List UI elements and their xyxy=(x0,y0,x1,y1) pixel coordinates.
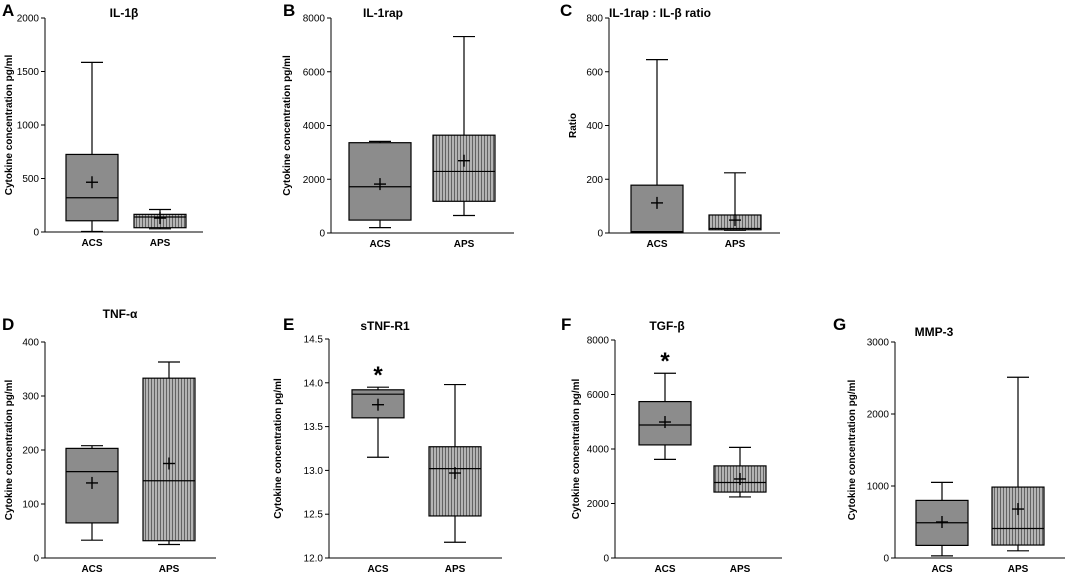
y-tick-label: 12.5 xyxy=(304,510,324,521)
x-category-label: ACS xyxy=(369,239,390,250)
box-acs xyxy=(915,481,969,557)
chart-title: sTNF-R1 xyxy=(360,319,410,333)
panel-letter: G xyxy=(833,315,846,334)
panel-letter: F xyxy=(561,315,571,334)
y-tick-label: 200 xyxy=(586,175,603,186)
y-axis-title: Cytokine concentration pg/ml xyxy=(571,378,582,519)
x-category-label: ACS xyxy=(654,564,675,575)
y-tick-label: 600 xyxy=(586,67,603,78)
x-category-label: APS xyxy=(730,564,751,575)
y-tick-label: 1000 xyxy=(17,121,40,132)
panel-letter: D xyxy=(2,315,14,334)
chart-title: TGF-β xyxy=(649,319,684,333)
chart-title: MMP-3 xyxy=(915,325,954,339)
panel-letter: B xyxy=(283,1,295,20)
y-tick-label: 0 xyxy=(597,229,603,240)
panel-letter: A xyxy=(2,1,14,20)
box-acs xyxy=(348,140,412,229)
x-category-label: APS xyxy=(725,239,746,250)
y-tick-label: 800 xyxy=(586,14,603,25)
y-axis-title: Cytokine concentration pg/ml xyxy=(847,379,858,520)
x-category-label: APS xyxy=(150,238,171,249)
chart-title: IL-1rap xyxy=(363,6,403,20)
y-tick-label: 8000 xyxy=(303,14,326,25)
significance-asterisk: * xyxy=(660,348,670,375)
y-tick-label: 3000 xyxy=(867,338,890,349)
box-aps xyxy=(991,376,1045,552)
y-tick-label: 4000 xyxy=(303,121,326,132)
y-tick-label: 8000 xyxy=(587,336,610,347)
y-tick-label: 0 xyxy=(883,554,889,565)
y-tick-label: 0 xyxy=(319,229,325,240)
box-acs xyxy=(630,59,684,234)
y-axis-title: Cytokine concentration pg/ml xyxy=(4,379,15,520)
chart-title: IL-1β xyxy=(110,6,139,20)
box-acs xyxy=(638,372,692,460)
panel-f: F TGF-β 0 2000 4000 6000 8000 Cytokine concentr… xyxy=(561,315,782,575)
box-aps xyxy=(708,172,762,231)
box-aps xyxy=(432,35,496,217)
box-aps xyxy=(428,383,482,543)
panel-b: B IL-1rap 0 2000 4000 6000 8000 Cytokine concen… xyxy=(282,1,514,250)
y-tick-label: 1000 xyxy=(867,482,890,493)
iqr-box xyxy=(432,134,496,202)
y-tick-label: 14.5 xyxy=(304,335,324,346)
y-tick-label: 500 xyxy=(22,174,39,185)
panel-a: A IL-1β 0 500 1000 1500 2000 Cytokine concentra… xyxy=(2,1,203,249)
box-aps xyxy=(713,446,767,498)
y-tick-label: 13.5 xyxy=(304,422,324,433)
box-acs xyxy=(65,61,119,233)
panel-letter: E xyxy=(283,315,294,334)
y-tick-label: 2000 xyxy=(587,499,610,510)
panel-d: D TNF-α 0 100 200 300 400 Cytokine concentratio… xyxy=(2,307,216,575)
y-tick-label: 13.0 xyxy=(304,466,324,477)
x-category-label: APS xyxy=(159,564,180,575)
x-category-label: ACS xyxy=(367,564,388,575)
x-category-label: ACS xyxy=(81,564,102,575)
y-tick-label: 200 xyxy=(22,446,39,457)
y-axis-title: Cytokine concentration pg/ml xyxy=(282,55,293,196)
x-category-label: APS xyxy=(1008,564,1029,575)
y-tick-label: 0 xyxy=(33,554,39,565)
y-axis-title: Cytokine concentration pg/ml xyxy=(273,378,284,519)
y-tick-label: 12.0 xyxy=(304,554,324,565)
panel-g: G MMP-3 0 1000 2000 3000 Cytokine concentratio… xyxy=(833,315,1065,575)
box-acs xyxy=(65,445,119,541)
y-tick-label: 6000 xyxy=(587,390,610,401)
chart-title: TNF-α xyxy=(103,307,138,321)
y-tick-label: 0 xyxy=(33,228,39,239)
box-aps xyxy=(133,208,187,230)
x-category-label: APS xyxy=(454,239,475,250)
box-aps xyxy=(142,361,196,546)
y-tick-label: 6000 xyxy=(303,67,326,78)
iqr-box xyxy=(428,446,482,517)
x-category-label: ACS xyxy=(81,238,102,249)
x-category-label: APS xyxy=(445,564,466,575)
x-category-label: ACS xyxy=(646,239,667,250)
y-tick-label: 4000 xyxy=(587,445,610,456)
y-tick-label: 1500 xyxy=(17,67,40,78)
box-acs xyxy=(351,386,405,458)
y-tick-label: 400 xyxy=(586,121,603,132)
y-tick-label: 2000 xyxy=(867,410,890,421)
y-tick-label: 300 xyxy=(22,392,39,403)
y-tick-label: 100 xyxy=(22,500,39,511)
y-tick-label: 2000 xyxy=(303,175,326,186)
y-tick-label: 2000 xyxy=(17,14,40,25)
y-tick-label: 0 xyxy=(603,554,609,565)
panel-c: C IL-1rap : IL-β ratio 0 200 400 600 800 Ratio A… xyxy=(560,1,780,250)
y-tick-label: 400 xyxy=(22,338,39,349)
iqr-box xyxy=(991,486,1045,546)
y-axis-title: Ratio xyxy=(568,113,579,138)
y-axis-title: Cytokine concentration pg/ml xyxy=(4,54,15,195)
y-tick-label: 14.0 xyxy=(304,378,324,389)
significance-asterisk: * xyxy=(373,362,383,389)
panel-letter: C xyxy=(560,1,572,20)
chart-title: IL-1rap : IL-β ratio xyxy=(609,6,711,20)
x-category-label: ACS xyxy=(931,564,952,575)
